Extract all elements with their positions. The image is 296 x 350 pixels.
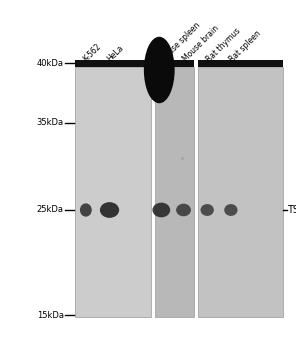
Ellipse shape: [224, 204, 237, 216]
Ellipse shape: [176, 204, 191, 216]
FancyBboxPatch shape: [155, 60, 194, 66]
Text: Mouse brain: Mouse brain: [181, 24, 220, 64]
Text: Mouse spleen: Mouse spleen: [158, 20, 202, 64]
FancyBboxPatch shape: [198, 60, 283, 66]
Ellipse shape: [152, 203, 170, 217]
Text: Rat thymus: Rat thymus: [204, 26, 242, 64]
FancyBboxPatch shape: [198, 66, 283, 317]
FancyBboxPatch shape: [75, 60, 151, 66]
Text: 40kDa: 40kDa: [37, 58, 64, 68]
Ellipse shape: [100, 202, 119, 218]
Text: 15kDa: 15kDa: [37, 310, 64, 320]
Text: 25kDa: 25kDa: [37, 205, 64, 215]
Text: Rat spleen: Rat spleen: [228, 28, 263, 64]
Text: 35kDa: 35kDa: [36, 118, 64, 127]
FancyBboxPatch shape: [75, 66, 151, 317]
Text: K-562: K-562: [81, 42, 103, 64]
Ellipse shape: [80, 203, 92, 217]
Ellipse shape: [144, 37, 175, 103]
Text: TSN: TSN: [287, 205, 296, 215]
Text: HeLa: HeLa: [105, 44, 125, 64]
Ellipse shape: [201, 204, 214, 216]
FancyBboxPatch shape: [155, 66, 194, 317]
